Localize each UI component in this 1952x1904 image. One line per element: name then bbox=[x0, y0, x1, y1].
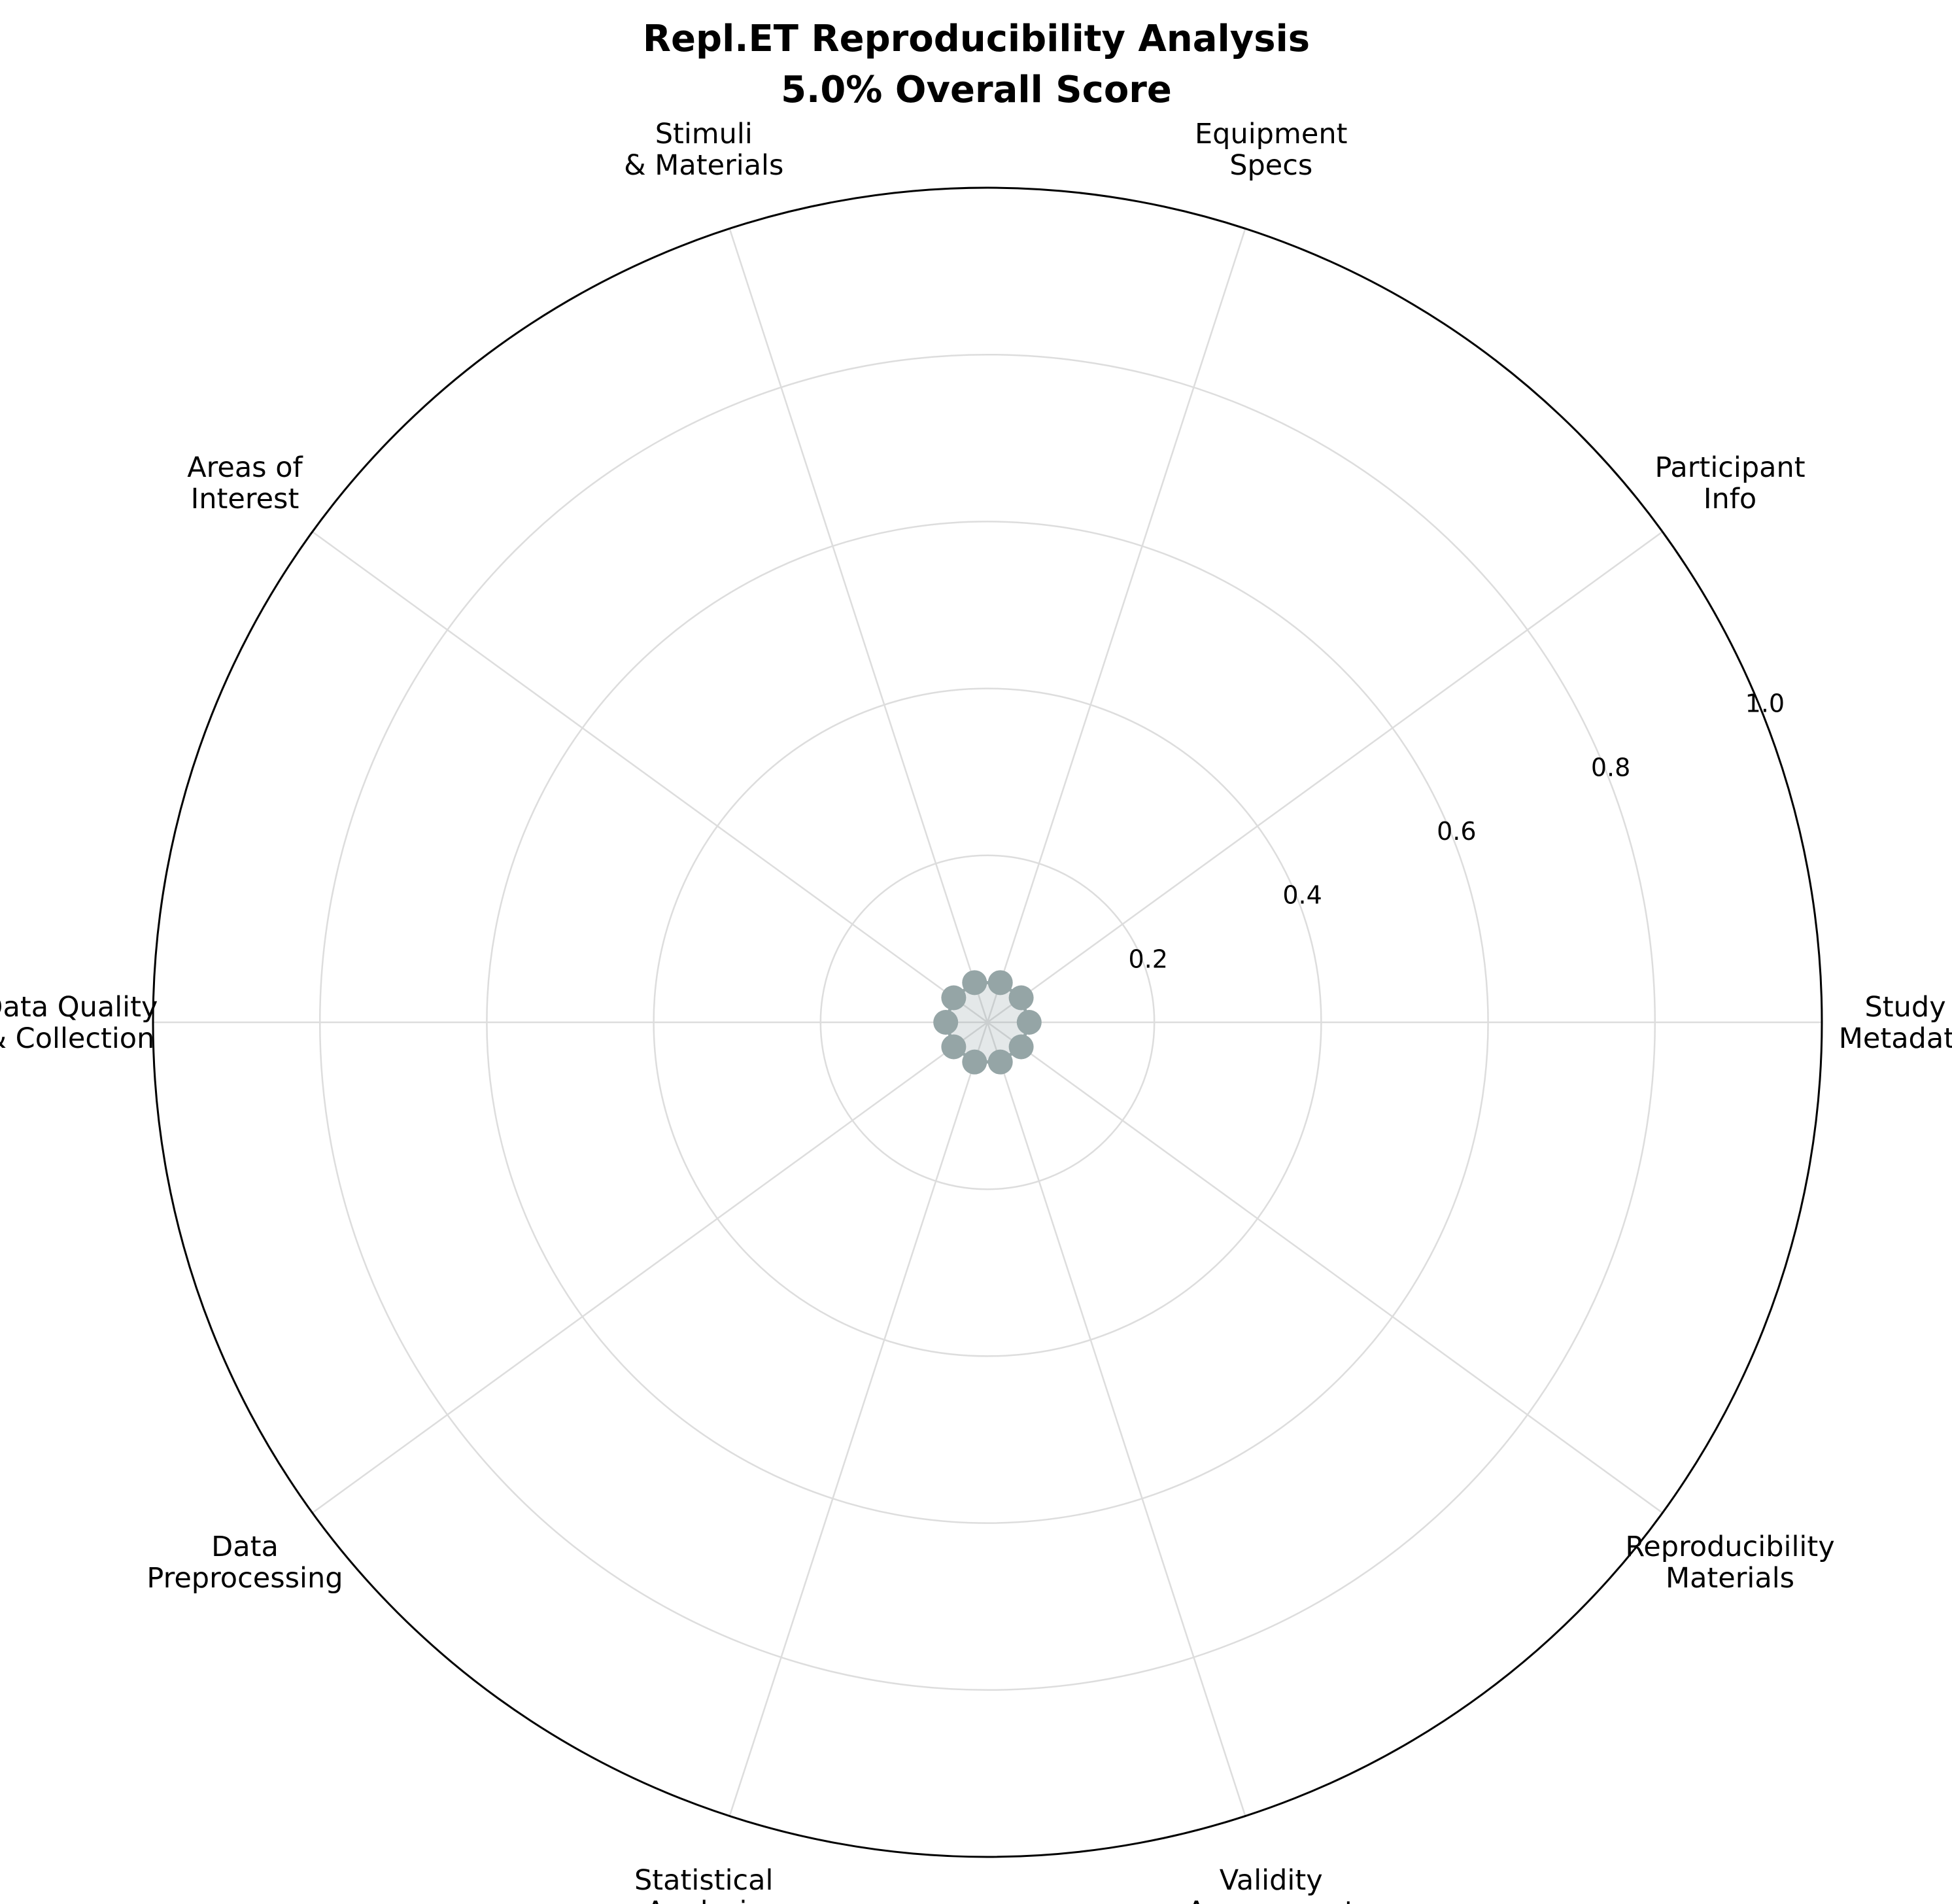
category-label-6-line-0: Data bbox=[211, 1531, 279, 1563]
data-point-8 bbox=[988, 1050, 1013, 1075]
category-label-5-line-0: Data Quality bbox=[0, 991, 158, 1024]
category-label-0-line-1: Metadata bbox=[1839, 1022, 1952, 1055]
data-point-3 bbox=[962, 970, 987, 995]
radial-tick-label-0: 0.2 bbox=[1129, 944, 1168, 973]
spoke-9 bbox=[987, 1022, 1662, 1513]
spoke-1 bbox=[987, 532, 1662, 1022]
category-label-4-line-1: Interest bbox=[191, 483, 300, 515]
spoke-4 bbox=[313, 532, 987, 1022]
category-label-3-line-0: Stimuli bbox=[655, 118, 753, 150]
data-point-2 bbox=[988, 970, 1013, 995]
data-point-1 bbox=[1009, 985, 1034, 1010]
spoke-6 bbox=[313, 1022, 987, 1513]
radial-tick-label-3: 0.8 bbox=[1591, 753, 1630, 782]
series bbox=[933, 970, 1042, 1074]
category-label-9-line-1: Materials bbox=[1666, 1562, 1794, 1595]
category-label-8-line-1: Assessment bbox=[1187, 1895, 1356, 1904]
data-point-5 bbox=[933, 1010, 958, 1035]
spoke-2 bbox=[987, 228, 1245, 1022]
radial-tick-label-4: 1.0 bbox=[1745, 689, 1785, 718]
category-label-1-line-0: Participant bbox=[1654, 451, 1805, 484]
category-label-7-line-0: Statistical bbox=[634, 1864, 773, 1897]
data-point-6 bbox=[941, 1035, 966, 1060]
category-label-8-line-0: Validity bbox=[1220, 1864, 1323, 1897]
category-label-1-line-1: Info bbox=[1704, 483, 1756, 515]
category-label-3-line-1: & Materials bbox=[624, 149, 783, 182]
category-label-5-line-1: & Collection bbox=[0, 1022, 154, 1055]
spoke-8 bbox=[987, 1022, 1245, 1816]
category-label-4-line-0: Areas of bbox=[187, 451, 303, 484]
chart-title: Repl.ET Reproducibility Analysis bbox=[643, 18, 1310, 60]
radial-tick-label-2: 0.6 bbox=[1437, 817, 1476, 846]
spoke-3 bbox=[730, 228, 987, 1022]
chart-subtitle: 5.0% Overall Score bbox=[781, 69, 1172, 111]
radial-tick-label-1: 0.4 bbox=[1282, 881, 1322, 910]
radial-tick-labels: 0.2 0.4 0.6 0.8 1.0 bbox=[1129, 689, 1785, 974]
spoke-7 bbox=[730, 1022, 987, 1816]
data-point-0 bbox=[1017, 1010, 1042, 1035]
category-label-6-line-1: Preprocessing bbox=[146, 1562, 343, 1595]
category-label-9-line-0: Reproducibility bbox=[1625, 1531, 1834, 1563]
category-label-7-line-1: Analysis bbox=[646, 1895, 762, 1904]
data-point-9 bbox=[1009, 1035, 1034, 1060]
category-label-2-line-0: Equipment bbox=[1195, 118, 1347, 150]
data-point-4 bbox=[941, 985, 966, 1010]
category-label-2-line-1: Specs bbox=[1229, 149, 1312, 182]
data-point-7 bbox=[962, 1050, 987, 1075]
category-label-0-line-0: Study bbox=[1865, 991, 1946, 1024]
